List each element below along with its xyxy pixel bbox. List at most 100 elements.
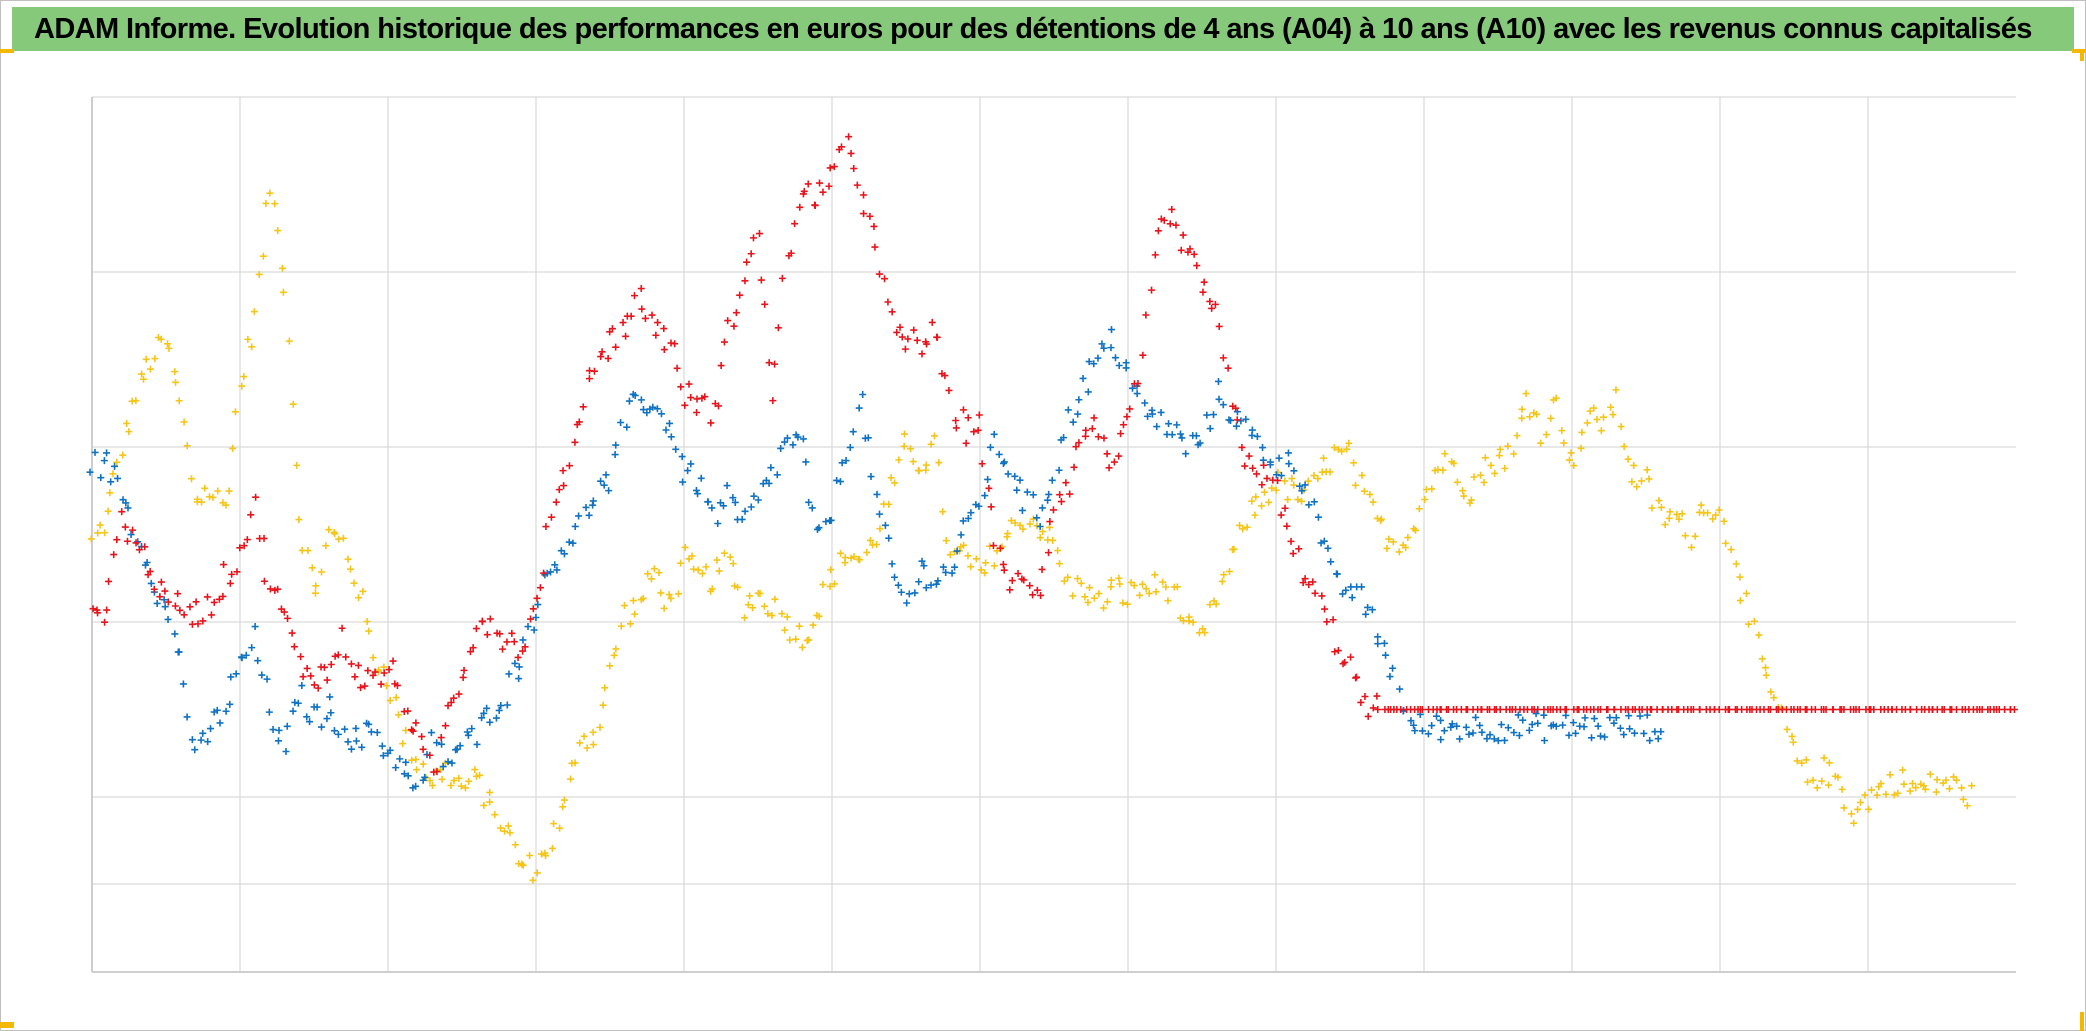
data-point — [1483, 735, 1491, 743]
data-point — [1044, 496, 1052, 504]
data-point — [1580, 723, 1588, 731]
data-point — [113, 458, 121, 466]
data-point — [959, 406, 967, 414]
data-point — [1026, 582, 1034, 590]
data-point — [291, 698, 299, 706]
data-point — [1912, 784, 1920, 792]
data-point — [1157, 408, 1165, 416]
data-point — [1108, 326, 1115, 334]
data-point — [1453, 722, 1461, 730]
data-point — [881, 275, 889, 283]
data-point — [248, 343, 256, 351]
data-point — [894, 581, 902, 589]
data-point — [1295, 545, 1303, 553]
data-point — [863, 548, 871, 556]
data-point — [283, 722, 291, 730]
data-point — [585, 511, 593, 519]
data-point — [1651, 728, 1659, 736]
data-point — [1572, 729, 1580, 737]
data-point — [1085, 358, 1093, 366]
data-point — [1281, 477, 1289, 485]
corner-accent-right-edge — [2080, 49, 2084, 61]
data-point — [464, 731, 472, 739]
data-point — [837, 143, 845, 151]
data-point — [1242, 415, 1250, 423]
data-point — [1343, 445, 1351, 453]
data-point — [576, 739, 584, 747]
data-point — [501, 827, 509, 835]
data-point — [734, 583, 742, 591]
data-point — [285, 337, 293, 345]
data-point — [789, 441, 797, 449]
data-point — [240, 542, 248, 550]
data-point — [1036, 523, 1044, 531]
data-point — [1162, 583, 1170, 591]
data-point — [987, 503, 995, 511]
data-point — [1628, 478, 1636, 486]
data-point — [1525, 726, 1533, 734]
data-point — [1604, 706, 1612, 713]
data-point — [461, 784, 469, 792]
data-point — [508, 629, 516, 637]
data-point — [870, 222, 878, 230]
data-point — [860, 210, 868, 218]
data-point — [715, 567, 723, 575]
data-point — [1654, 735, 1662, 743]
data-point — [103, 449, 111, 457]
data-point — [1528, 720, 1536, 728]
data-point — [1657, 728, 1665, 736]
data-point — [548, 844, 556, 852]
data-point — [808, 504, 816, 512]
data-point — [101, 618, 109, 626]
data-point — [275, 726, 283, 734]
data-point — [1822, 706, 1830, 713]
data-point — [1338, 447, 1346, 455]
data-point — [1383, 544, 1391, 552]
data-point — [409, 727, 417, 735]
data-point — [898, 333, 906, 341]
data-point — [1643, 466, 1651, 474]
data-point — [478, 714, 486, 722]
data-point — [652, 331, 660, 339]
data-point — [866, 536, 874, 544]
data-point — [702, 563, 710, 571]
data-point — [91, 448, 99, 456]
data-point — [951, 563, 959, 571]
data-point — [1577, 444, 1585, 452]
data-point — [726, 553, 734, 561]
data-point — [1018, 506, 1026, 514]
data-point — [606, 662, 614, 670]
data-point — [575, 512, 583, 520]
data-point — [418, 733, 426, 741]
data-point — [1019, 525, 1027, 533]
data-point — [933, 333, 941, 341]
data-point — [194, 620, 202, 628]
data-point — [1074, 575, 1082, 583]
data-point — [1855, 706, 1863, 713]
data-point — [542, 852, 550, 860]
data-point — [970, 428, 978, 436]
data-point — [331, 530, 339, 538]
data-point — [1190, 250, 1198, 258]
data-point — [1199, 625, 1207, 633]
data-point — [744, 601, 752, 609]
data-point — [534, 601, 542, 609]
data-point — [521, 643, 529, 651]
data-point — [1562, 706, 1570, 713]
data-point — [536, 584, 544, 592]
data-point — [188, 736, 196, 744]
data-point — [192, 598, 200, 606]
data-point — [308, 564, 316, 572]
data-point — [325, 526, 333, 534]
data-point — [1215, 322, 1223, 330]
data-point — [1115, 452, 1123, 460]
data-point — [599, 701, 607, 709]
data-point — [107, 478, 115, 486]
data-point — [1611, 706, 1619, 713]
data-point — [161, 603, 169, 611]
data-point — [1301, 575, 1309, 583]
data-point — [380, 669, 388, 677]
data-point — [1098, 340, 1106, 348]
data-point — [1616, 724, 1624, 732]
